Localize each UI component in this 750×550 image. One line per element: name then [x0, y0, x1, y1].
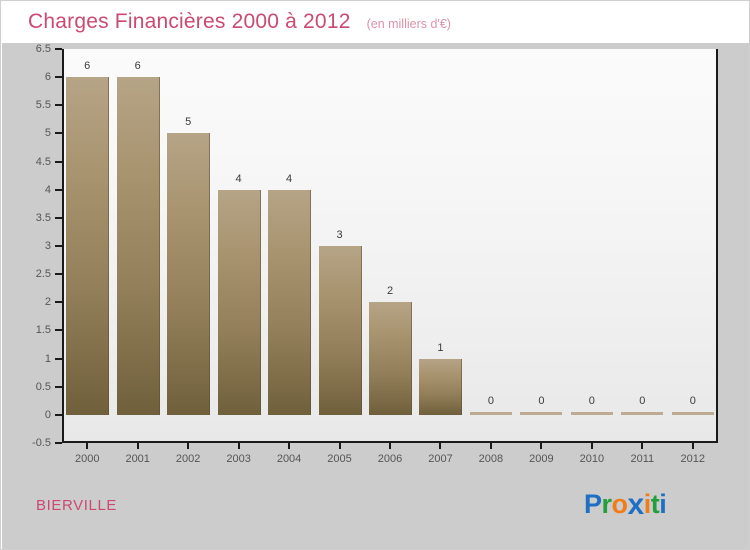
bar-2012[interactable]: 0 — [671, 395, 714, 415]
y-axis-label: 2 — [44, 296, 51, 309]
x-axis-label-2000: 2000 — [74, 453, 100, 465]
y-axis-tick — [55, 245, 62, 247]
logo-letter-6: i — [659, 489, 667, 519]
x-axis-label-2009: 2009 — [529, 453, 554, 465]
proxiti-logo[interactable]: Proxiti — [584, 487, 667, 521]
y-axis-label: 3 — [44, 240, 51, 252]
y-axis-tick — [55, 132, 62, 135]
logo-letter-1: r — [601, 489, 613, 519]
logo-letter-5: t — [650, 489, 660, 519]
bar-2001[interactable]: 6 — [116, 60, 160, 415]
y-axis-tick — [55, 216, 62, 219]
logo-letter-4: i — [643, 489, 652, 519]
y-axis-tick — [55, 442, 62, 444]
x-axis-label-2008: 2008 — [478, 453, 504, 465]
bar-2000[interactable]: 6 — [66, 60, 110, 415]
bar-value-label: 3 — [336, 229, 343, 242]
bar-value-label: 0 — [689, 394, 696, 407]
chart-footer: BIERVILLE Proxiti — [1, 481, 749, 549]
bar-2003[interactable]: 4 — [217, 173, 261, 415]
x-axis-tick — [489, 443, 492, 449]
x-axis-label-2003: 2003 — [226, 453, 251, 465]
y-axis-label: 6.5 — [35, 43, 51, 55]
logo-letter-3: x — [627, 488, 645, 521]
bar-value-label: 2 — [386, 285, 394, 298]
y-axis-tick — [55, 188, 62, 191]
logo-letter-0: P — [584, 489, 602, 519]
x-axis-tick — [691, 443, 694, 449]
bar-2008[interactable]: 0 — [469, 395, 512, 415]
bar-value-label: 0 — [538, 394, 545, 407]
y-axis-tick — [55, 329, 62, 332]
bar-2002[interactable]: 5 — [167, 116, 211, 415]
x-axis-tick — [86, 443, 89, 449]
x-axis-line — [62, 441, 718, 443]
x-axis-label-2012: 2012 — [680, 453, 706, 465]
y-axis-tick — [55, 48, 62, 50]
bar-2007[interactable]: 1 — [419, 342, 463, 415]
y-axis-tick — [55, 413, 62, 416]
y-axis-label: 1 — [44, 352, 51, 365]
x-axis-label-2004: 2004 — [276, 453, 302, 465]
bar-2004[interactable]: 4 — [268, 173, 312, 415]
x-axis-tick — [540, 443, 543, 449]
x-axis-label-2002: 2002 — [175, 453, 201, 465]
y-axis-tick — [55, 160, 62, 163]
bar-value-label: 4 — [286, 172, 293, 185]
x-axis-label-2010: 2010 — [579, 453, 605, 465]
bar-2006[interactable]: 2 — [369, 285, 412, 415]
y-axis-label: 0.5 — [35, 380, 51, 393]
chart-header: Charges Financières 2000 à 2012 (en mill… — [1, 1, 749, 43]
y-axis-label: 4 — [44, 183, 51, 196]
bar-2009[interactable]: 0 — [520, 395, 563, 415]
y-axis-label: 2.5 — [35, 268, 51, 281]
y-axis-label: 1.5 — [35, 324, 51, 337]
y-axis-label: 3.5 — [35, 211, 51, 224]
bar-value-label: 1 — [437, 341, 444, 354]
x-axis-label-2005: 2005 — [327, 453, 352, 465]
x-axis-label-2001: 2001 — [125, 453, 150, 465]
y-axis-label: 4.5 — [35, 155, 51, 168]
bar-value-label: 5 — [185, 116, 192, 129]
bar-2011[interactable]: 0 — [621, 395, 664, 415]
bar-2010[interactable]: 0 — [570, 395, 613, 415]
x-axis-tick — [237, 443, 240, 449]
y-axis-label: -0.5 — [32, 437, 51, 449]
bar-value-label: 6 — [84, 60, 91, 73]
bar-value-label: 0 — [639, 394, 646, 407]
y-axis-label: 5.5 — [35, 99, 51, 112]
bar-value-label: 6 — [134, 60, 141, 73]
y-axis-label: 6 — [44, 71, 51, 84]
x-axis-tick — [187, 443, 190, 449]
bar-2005[interactable]: 3 — [318, 229, 362, 415]
x-axis-tick — [590, 443, 593, 449]
place-name-label: BIERVILLE — [36, 497, 118, 514]
x-axis-tick — [288, 443, 291, 449]
bar-value-label: 0 — [588, 394, 595, 407]
x-axis-label-2011: 2011 — [630, 453, 655, 465]
y-axis-tick — [55, 357, 62, 360]
y-axis-tick — [55, 76, 62, 79]
bar-value-label: 4 — [235, 172, 242, 185]
y-axis-tick — [55, 385, 62, 388]
chart-subtitle: (en milliers d'€) — [366, 17, 451, 31]
page-title: Charges Financières 2000 à 2012 — [28, 10, 351, 33]
y-axis-label: 0 — [44, 408, 51, 421]
y-axis-tick — [55, 104, 62, 107]
bar-value-label: 0 — [487, 394, 494, 407]
x-axis-tick — [136, 443, 139, 449]
plot-wrapper: 6.5 6 5.5 5 4.5 4 3.5 3 2.5 2 1.5 1 0.5 0 -0.5 6 6 5 4 4 3 2… — [32, 43, 718, 465]
y-axis-tick — [55, 301, 62, 304]
x-axis-tick — [641, 443, 644, 449]
y-axis-label: 5 — [44, 127, 51, 140]
x-axis-label-2007: 2007 — [428, 453, 453, 465]
x-axis-label-2006: 2006 — [377, 453, 403, 465]
x-axis-tick — [338, 443, 341, 449]
x-axis-tick — [439, 443, 442, 449]
x-axis-tick — [389, 443, 391, 449]
y-axis-tick — [55, 273, 62, 276]
logo-letter-2: o — [611, 489, 629, 519]
